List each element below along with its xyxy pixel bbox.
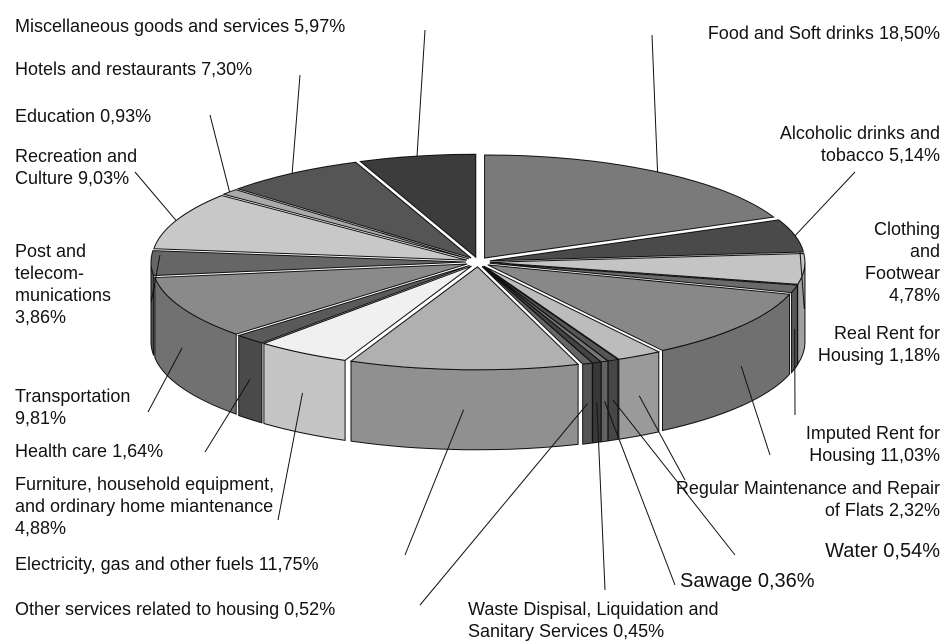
leader-line [638, 395, 686, 481]
leader-line [150, 254, 161, 304]
pie-slice [349, 266, 580, 371]
value-label: 5,14% [888, 145, 940, 165]
category-name: Transportation [15, 386, 131, 406]
slice-label: Post and telecom­munications 3,86% [15, 240, 145, 328]
slice-label: Transportation 9,81% [15, 385, 165, 429]
pie-slice [489, 262, 799, 294]
leader-line [419, 403, 588, 606]
leader-line [596, 402, 606, 591]
leader-line [651, 34, 659, 172]
slice-label: Hotels and restaurants 7,30% [15, 58, 315, 80]
slice-label: Clothing and Footwear 4,78% [840, 218, 940, 306]
pie-slice [154, 263, 468, 335]
leader-line [291, 74, 301, 174]
category-name: Post and telecom­munications [15, 241, 112, 305]
category-name: Water [825, 540, 878, 562]
pie-slice-side [582, 362, 593, 445]
pie-slice [484, 154, 775, 259]
value-label: 3,86% [15, 307, 67, 327]
value-label: 0,54% [883, 540, 940, 562]
pie-slice [489, 219, 805, 262]
category-name: Hotels and restaurants [15, 59, 197, 79]
pie-slice [150, 250, 467, 277]
slice-label: Recreation and Culture 9,03% [15, 145, 145, 189]
category-name: Other services related to housing [15, 599, 280, 619]
category-name: Regular Maintenance and Repair of Flats [675, 478, 940, 520]
pie-slice-side [618, 351, 660, 440]
slice-label: Food and Soft drinks 18,50% [600, 22, 940, 44]
value-label: 9,81% [15, 408, 67, 428]
value-label: 5,97% [294, 16, 346, 36]
pie-slice-side [150, 262, 155, 356]
value-label: 9,03% [78, 168, 130, 188]
leader-line [209, 114, 231, 193]
pie-slice-side [592, 361, 602, 444]
category-name: Alcoholic drinks and tobacco [779, 123, 940, 165]
value-label: 0,45% [613, 621, 665, 641]
leader-line [204, 379, 251, 453]
slice-label: Miscellaneous goods and services 5,97% [15, 15, 435, 37]
pie-slice [237, 264, 470, 344]
pie-slice-side [238, 334, 263, 424]
pie-slice-side [607, 358, 619, 442]
leader-line [604, 401, 676, 586]
leader-line [404, 409, 465, 556]
value-label: 2,32% [888, 500, 940, 520]
value-label: 0,93% [100, 106, 152, 126]
category-name: Education [15, 106, 96, 126]
value-label: 4,88% [15, 518, 67, 538]
leader-line [799, 251, 805, 310]
leader-line [277, 392, 303, 521]
slice-label: Sawage 0,36% [680, 570, 900, 592]
leader-line [612, 399, 736, 556]
category-name: Sawage [680, 570, 753, 592]
value-label: 7,30% [201, 59, 253, 79]
category-name: Clothing and Footwear [864, 219, 940, 283]
slice-label: Imputed Rent for Housing 11,03% [760, 422, 940, 466]
category-name: Recreation and Culture [15, 146, 138, 188]
value-label: 11,03% [880, 445, 940, 465]
pie-slice-side [600, 360, 609, 443]
leader-line [794, 171, 856, 237]
category-name: Imputed Rent for Housing [805, 423, 940, 465]
category-name: Real Rent for Housing [817, 323, 940, 365]
slice-label: Health care 1,64% [15, 440, 215, 462]
slice-label: Waste Dispisal, Liquidation and Sanitary… [468, 598, 768, 642]
slice-label: Alcoholic drinks and tobacco 5,14% [720, 122, 940, 166]
value-label: 0,52% [284, 599, 336, 619]
value-label: 18,50% [878, 23, 940, 43]
category-name: Waste Dispisal, Liquidation and Sanitary… [468, 599, 719, 641]
slice-label: Furniture, household equipment, and ordi… [15, 473, 290, 539]
category-name: Electricity, gas and other fuels [15, 554, 254, 574]
slice-label: Electricity, gas and other fuels 11,75% [15, 553, 415, 575]
value-label: 11,75% [258, 554, 319, 574]
leader-line [740, 365, 771, 456]
pie-slice-side [350, 360, 579, 451]
pie-slice [483, 265, 661, 360]
slice-label: Other services related to housing 0,52% [15, 598, 435, 620]
slice-label: Water 0,54% [700, 540, 940, 562]
leader-line [416, 29, 426, 157]
pie-slice [262, 265, 472, 361]
value-label: 1,18% [888, 345, 940, 365]
category-name: Miscellaneous goods and services [15, 16, 290, 36]
category-name: Furniture, household equipment, and ordi… [15, 474, 275, 516]
value-label: 1,64% [112, 441, 164, 461]
leader-line [134, 171, 177, 221]
category-name: Food and Soft drinks [707, 23, 874, 43]
category-name: Health care [15, 441, 108, 461]
leader-line [147, 347, 183, 413]
value-label: 0,36% [757, 570, 815, 592]
slice-label: Education 0,93% [15, 105, 215, 127]
slice-label: Regular Maintenance and Repair of Flats … [670, 477, 940, 521]
pie-slice [481, 266, 594, 365]
value-label: 4,78% [888, 285, 940, 305]
pie-slice [487, 264, 791, 352]
pie-slice [153, 194, 468, 261]
slice-label: Real Rent for Housing 1,18% [810, 322, 940, 366]
